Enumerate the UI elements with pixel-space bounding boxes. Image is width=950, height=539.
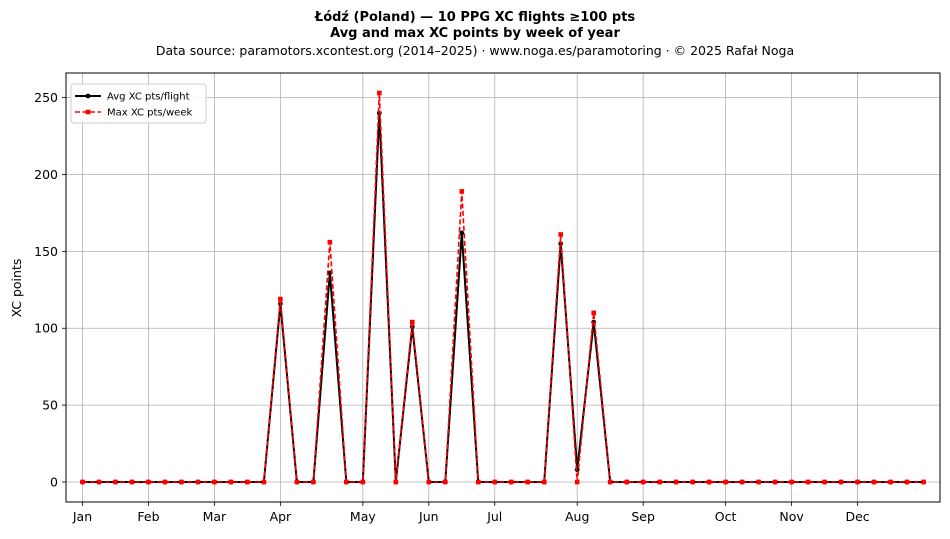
x-tick-label: Feb	[137, 509, 159, 524]
series-point-max	[657, 479, 662, 485]
series-point-max	[410, 319, 415, 325]
chart-title: Łódź (Poland) — 10 PPG XC flights ≥100 p…	[314, 10, 636, 25]
series-lines	[80, 90, 926, 485]
y-tick-label: 250	[34, 90, 58, 105]
series-point-max	[904, 479, 910, 485]
series-point-max	[789, 479, 794, 485]
series-point-max	[492, 479, 498, 485]
series-point-max	[673, 479, 679, 485]
series-point-max	[855, 479, 860, 485]
y-tick-label: 200	[34, 167, 58, 182]
series-point-max	[146, 479, 151, 485]
series-point-max	[706, 479, 712, 485]
series-point-max	[442, 479, 448, 485]
series-point-max	[508, 479, 514, 485]
series-point-max	[360, 479, 366, 485]
series-point-max	[805, 479, 811, 485]
series-point-max	[772, 479, 778, 485]
x-tick-label: Sep	[631, 509, 655, 524]
series-point-max	[228, 479, 234, 485]
legend-avg-label: Avg XC pts/flight	[107, 92, 190, 103]
x-tick-label: Jun	[418, 509, 439, 524]
series-point-max	[377, 90, 382, 96]
x-axis: Jan Feb Mar Apr May Jun Jul Aug Sep Oct Nov Dec	[72, 502, 870, 524]
x-tick-label: Jul	[486, 509, 502, 524]
series-point-max	[459, 189, 465, 194]
series-point-max	[640, 479, 646, 485]
series-point-max	[822, 479, 827, 485]
legend-max-marker	[85, 109, 91, 115]
legend-avg-marker	[85, 93, 91, 99]
series-point-max	[113, 479, 118, 485]
series-point-max	[179, 479, 184, 485]
legend: Avg XC pts/flight Max XC pts/week	[70, 83, 207, 124]
series-point-avg	[327, 270, 333, 276]
series-point-max	[871, 479, 877, 485]
series-point-max	[261, 479, 267, 485]
y-tick-label: 150	[34, 244, 58, 259]
series-point-max	[541, 479, 547, 485]
series-point-max	[80, 479, 85, 485]
series-point-max	[245, 479, 250, 485]
x-tick-label: Nov	[779, 509, 804, 524]
series-point-max	[294, 479, 300, 485]
series-point-max	[888, 479, 893, 485]
legend-box	[70, 83, 207, 124]
chart-subtitle: Avg and max XC points by week of year	[330, 26, 620, 41]
series-line-max	[82, 92, 924, 483]
y-tick-label: 0	[50, 475, 58, 490]
series-point-max	[327, 239, 333, 245]
y-axis: 0 50 100 150 200 250	[34, 90, 66, 490]
series-point-max	[475, 479, 481, 485]
series-point-max	[739, 479, 745, 485]
series-point-max	[591, 310, 596, 316]
x-tick-label: Apr	[270, 509, 292, 524]
series-point-max	[278, 296, 283, 302]
y-tick-label: 50	[42, 398, 58, 413]
series-point-max	[756, 479, 761, 485]
series-point-max	[162, 479, 168, 485]
series-point-max	[129, 479, 135, 485]
series-point-max	[525, 479, 531, 485]
series-point-max	[558, 232, 564, 237]
series-point-max	[344, 479, 349, 485]
x-tick-label: Jan	[72, 509, 92, 524]
series-point-max	[426, 479, 432, 485]
x-tick-label: Aug	[565, 509, 589, 524]
series-point-max	[393, 479, 399, 485]
series-point-avg	[459, 230, 465, 236]
series-point-max	[311, 479, 316, 485]
series-point-max	[723, 479, 728, 485]
x-tick-label: May	[350, 509, 376, 524]
chart-source-note: Data source: paramotors.xcontest.org (20…	[156, 43, 794, 58]
series-point-max	[212, 479, 217, 485]
series-point-max	[838, 479, 844, 485]
series-point-max	[921, 479, 926, 485]
y-tick-label: 100	[34, 321, 58, 336]
series-point-max	[574, 479, 580, 485]
legend-max-label: Max XC pts/week	[107, 108, 192, 119]
series-point-max	[96, 479, 102, 485]
x-tick-label: Oct	[715, 509, 737, 524]
x-tick-label: Mar	[203, 509, 227, 524]
series-point-max	[195, 479, 201, 485]
y-axis-label: XC points	[9, 259, 24, 318]
series-point-max	[624, 479, 629, 485]
x-tick-label: Dec	[845, 509, 869, 524]
series-point-max	[607, 479, 613, 485]
plot-frame	[65, 72, 941, 503]
series-point-max	[690, 479, 695, 485]
